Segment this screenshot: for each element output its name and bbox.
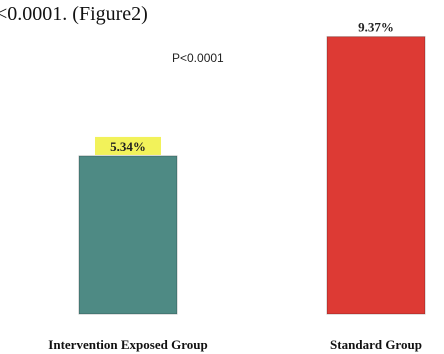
figure-caption-fragment: <0.0001. (Figure2) bbox=[0, 3, 148, 25]
value-label-highlight bbox=[95, 136, 161, 155]
value-label-intervention-exposed-group: 5.34% bbox=[110, 139, 146, 154]
value-label-standard-group: 9.37% bbox=[358, 20, 394, 35]
p-value-annotation: P<0.0001 bbox=[172, 51, 224, 65]
bars-layer: 5.34% Intervention Exposed Group 9.37% Stan… bbox=[48, 20, 426, 352]
category-label-standard-group: Standard Group bbox=[330, 337, 422, 352]
category-label-intervention-exposed-group: Intervention Exposed Group bbox=[48, 337, 207, 352]
bar-intervention-exposed-group bbox=[78, 155, 178, 315]
bar-standard-group bbox=[326, 36, 426, 315]
